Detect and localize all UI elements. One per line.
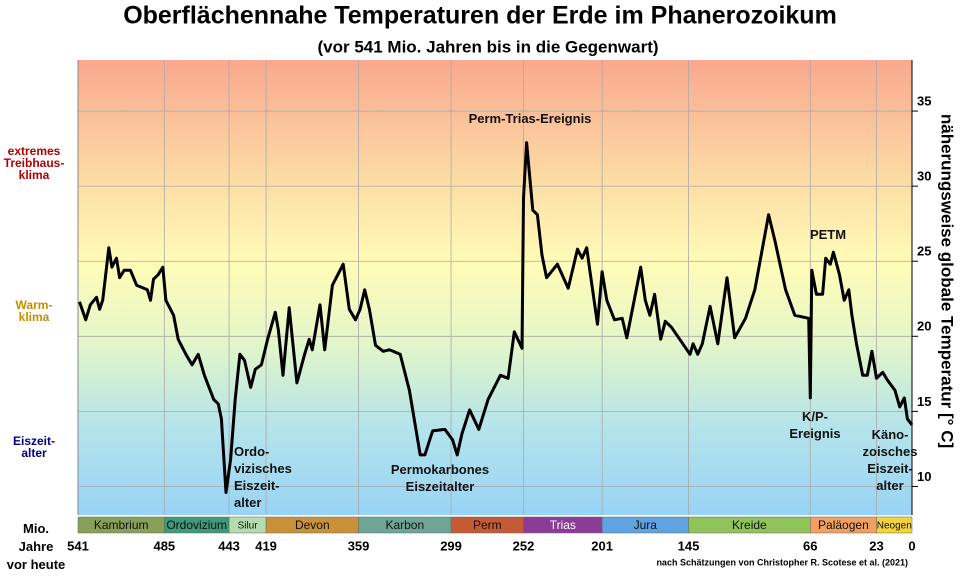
- source-note: nach Schätzungen von Christopher R. Scot…: [656, 557, 908, 567]
- x-axis-label-line: Jahre: [19, 539, 54, 554]
- period-label: Karbon: [385, 518, 424, 532]
- annotation: Permokarbones Eiszeitalter: [391, 462, 489, 494]
- x-tick-label: 0: [908, 538, 915, 553]
- y-tick-label: 10: [917, 469, 931, 484]
- period-label: Kreide: [732, 518, 767, 532]
- period-label: Devon: [295, 518, 330, 532]
- y-tick-label: 15: [917, 394, 931, 409]
- climate-zone-label: Warm-klima: [16, 298, 53, 324]
- annotation-line: vizisches: [234, 461, 292, 476]
- x-tick-label: 443: [218, 538, 240, 553]
- annotation-line: Eiszeitalter: [406, 479, 475, 494]
- x-axis-label-line: vor heute: [7, 557, 66, 572]
- x-tick-label: 541: [67, 538, 89, 553]
- temperature-line: [78, 141, 914, 494]
- chart-title: Oberflächennahe Temperaturen der Erde im…: [123, 2, 837, 30]
- chart-subtitle: (vor 541 Mio. Jahren bis in die Gegenwar…: [317, 37, 658, 56]
- climate-zone-label-line: alter: [21, 446, 47, 460]
- annotation-line: alter: [876, 478, 903, 493]
- annotation: Perm-Trias-Ereignis: [469, 111, 592, 126]
- period-label: Kambrium: [94, 518, 149, 532]
- x-tick-label: 66: [803, 538, 817, 553]
- x-tick-label: 23: [869, 538, 883, 553]
- annotation-line: PETM: [810, 227, 846, 242]
- annotation: Käno-zoisches Eiszeit-alter: [863, 427, 918, 493]
- annotation: PETM: [810, 227, 846, 242]
- period-band: [876, 516, 913, 534]
- x-axis-label: Mio. Jahre vor heute: [7, 521, 66, 572]
- x-tick-label: 145: [678, 538, 700, 553]
- annotation-line: Eiszeit-: [234, 478, 280, 493]
- annotation-line: Käno-: [872, 427, 909, 442]
- period-label: Jura: [634, 518, 658, 532]
- annotation: K/P- Ereignis: [789, 409, 840, 441]
- climate-zone-label-line: extremes: [8, 144, 61, 158]
- x-tick-label: 419: [255, 538, 277, 553]
- y-tick-label: 25: [917, 244, 931, 259]
- annotation-line: Ereignis: [789, 426, 840, 441]
- period-label: Ordovizium: [166, 518, 227, 532]
- climate-zone-label-line: Treibhaus-: [4, 156, 65, 170]
- climate-zone-label: Eiszeit-alter: [13, 434, 55, 460]
- climate-zone-label-line: klima: [19, 168, 50, 182]
- y-tick-label: 35: [917, 93, 931, 108]
- x-tick-label: 359: [348, 538, 370, 553]
- annotation-line: Ordo-: [234, 444, 269, 459]
- x-tick-label: 201: [591, 538, 613, 553]
- climate-zone-label-line: Eiszeit-: [13, 434, 55, 448]
- plot-background: [78, 60, 912, 515]
- climate-zone-label-line: Warm-: [16, 298, 53, 312]
- period-label: Silur: [238, 521, 259, 532]
- y-axis-label: näherungsweise globale Temperatur [° C]: [938, 114, 957, 448]
- annotation: Ordo-vizisches Eiszeit-alter: [234, 444, 292, 510]
- climate-zone-label: extremes Treibhaus-klima: [4, 144, 65, 182]
- period-label: Trias: [550, 518, 576, 532]
- annotation-line: zoisches: [863, 444, 918, 459]
- annotation-line: Perm-Trias-Ereignis: [469, 111, 592, 126]
- annotation-line: Permokarbones: [391, 462, 489, 477]
- annotation-line: Eiszeit-: [867, 461, 913, 476]
- climate-zone-label-line: klima: [19, 310, 50, 324]
- annotation-line: alter: [234, 495, 261, 510]
- x-axis-label-line: Mio.: [23, 521, 49, 536]
- x-tick-label: 299: [440, 538, 462, 553]
- period-label: Paläogen: [818, 518, 869, 532]
- x-tick-label: 252: [513, 538, 535, 553]
- annotation-line: K/P-: [802, 409, 828, 424]
- period-label: Perm: [473, 518, 502, 532]
- y-tick-label: 30: [917, 169, 931, 184]
- x-tick-label: 485: [153, 538, 175, 553]
- y-tick-label: 20: [917, 319, 931, 334]
- period-label: Neogen: [877, 521, 912, 532]
